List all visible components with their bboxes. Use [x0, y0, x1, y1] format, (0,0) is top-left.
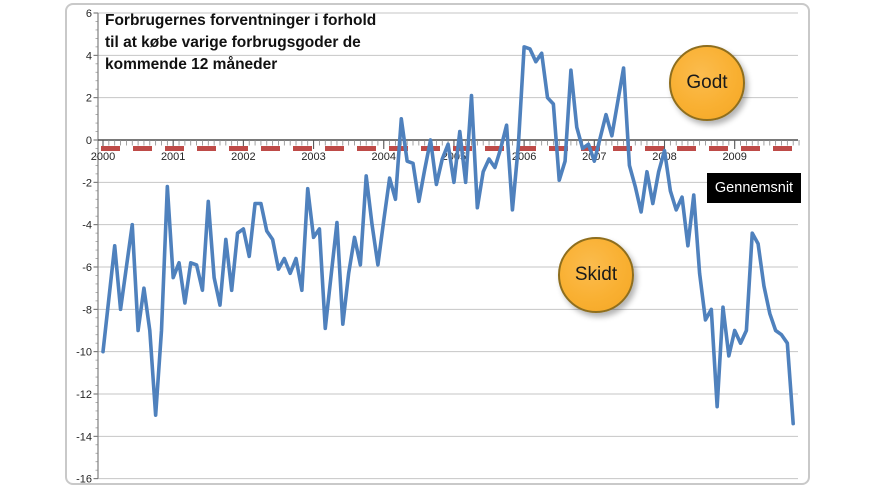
- svg-text:4: 4: [86, 50, 92, 62]
- skidt-annotation-circle: Skidt: [558, 237, 634, 313]
- svg-text:-6: -6: [82, 262, 92, 274]
- svg-text:2009: 2009: [722, 151, 746, 163]
- godt-annotation-circle: Godt: [669, 45, 745, 121]
- svg-text:-14: -14: [76, 431, 92, 443]
- svg-text:2000: 2000: [91, 151, 115, 163]
- svg-text:2: 2: [86, 93, 92, 105]
- svg-text:-2: -2: [82, 177, 92, 189]
- average-legend-label: Gennemsnit: [714, 180, 794, 196]
- svg-text:-8: -8: [82, 304, 92, 316]
- svg-text:2003: 2003: [301, 151, 325, 163]
- skidt-label: Skidt: [574, 264, 618, 285]
- average-legend-box: Gennemsnit: [707, 173, 801, 203]
- svg-text:-12: -12: [76, 389, 92, 401]
- svg-text:-4: -4: [82, 220, 92, 232]
- godt-label: Godt: [686, 72, 728, 93]
- svg-text:2004: 2004: [372, 151, 396, 163]
- chart-title-line1: Forbrugernes forventninger i forhold: [105, 12, 377, 29]
- chart-title: Forbrugernes forventninger i forhold til…: [105, 10, 435, 76]
- svg-text:2001: 2001: [161, 151, 185, 163]
- svg-text:2002: 2002: [231, 151, 255, 163]
- svg-text:-10: -10: [76, 347, 92, 359]
- svg-text:-16: -16: [76, 474, 92, 486]
- chart-title-line3: kommende 12 måneder: [105, 56, 278, 73]
- svg-text:0: 0: [86, 135, 92, 147]
- svg-text:6: 6: [86, 8, 92, 20]
- chart-title-line2: til at købe varige forbrugsgoder de: [105, 34, 361, 51]
